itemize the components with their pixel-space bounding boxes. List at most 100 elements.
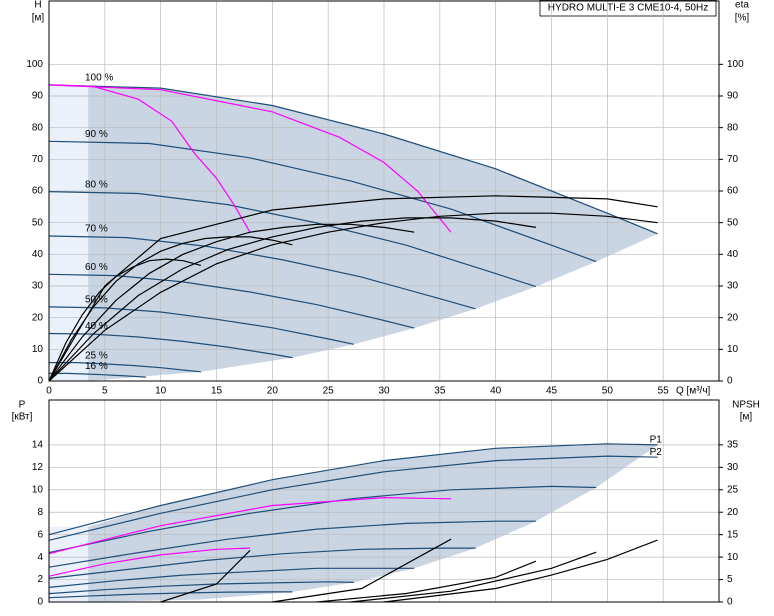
y2-tick-label: 0 <box>727 376 733 387</box>
curve <box>48 235 476 310</box>
x-tick-label: 15 <box>211 386 223 397</box>
y2-unit: [м] <box>740 412 753 423</box>
curve <box>160 549 251 603</box>
curve <box>48 496 452 555</box>
curve <box>48 191 537 288</box>
x-tick-label: 5 <box>102 386 108 397</box>
y2-tick-label: 40 <box>727 249 739 260</box>
curve <box>48 195 658 382</box>
y-tick-label: 4 <box>37 552 43 563</box>
curve <box>272 538 452 603</box>
curve <box>48 306 355 345</box>
y2-tick-label: 50 <box>727 217 739 228</box>
y2-tick-label: 60 <box>727 186 739 197</box>
y2-label: eta <box>735 0 749 11</box>
x-tick-label: 0 <box>46 386 52 397</box>
y-tick-label: 8 <box>37 507 43 518</box>
x-tick-label: 20 <box>267 386 279 397</box>
curve-label: 40 % <box>85 321 108 332</box>
y2-tick-label: 15 <box>727 529 739 540</box>
curve-label: 70 % <box>85 224 108 235</box>
y2-tick-label: 10 <box>727 344 739 355</box>
y2-unit: [%] <box>735 13 750 24</box>
curve <box>48 273 415 329</box>
curve-label: 16 % <box>85 361 108 372</box>
curve-label: P1 <box>650 435 663 446</box>
curve <box>48 212 658 382</box>
x-tick-label: 50 <box>602 386 614 397</box>
plot-frame <box>48 399 720 603</box>
curve <box>48 443 658 536</box>
y2-tick-label: 35 <box>727 440 739 451</box>
y-tick-label: 90 <box>32 91 44 102</box>
y2-tick-label: 5 <box>727 574 733 585</box>
y2-tick-label: 25 <box>727 484 739 495</box>
curve <box>48 547 251 577</box>
title-box <box>539 0 717 17</box>
curve-label: 60 % <box>85 262 108 273</box>
operating-region <box>88 85 658 381</box>
y2-tick-label: 10 <box>727 552 739 563</box>
curve-label: 25 % <box>85 350 108 361</box>
y2-tick-label: 30 <box>727 281 739 292</box>
curve-label: 90 % <box>85 129 108 140</box>
x-tick-label: 45 <box>546 386 558 397</box>
y-tick-label: 40 <box>32 249 44 260</box>
y-tick-label: 70 <box>32 154 44 165</box>
y-tick-label: 20 <box>32 312 44 323</box>
y2-tick-label: 80 <box>727 122 739 133</box>
y-tick-label: 14 <box>32 440 44 451</box>
y-tick-label: 6 <box>37 529 43 540</box>
curve <box>316 560 537 603</box>
x-tick-label: 40 <box>490 386 502 397</box>
curve <box>48 455 658 541</box>
curve <box>48 84 251 233</box>
curve <box>48 485 597 554</box>
y-tick-label: 100 <box>26 59 43 70</box>
x-tick-label: 10 <box>155 386 167 397</box>
y2-tick-label: 20 <box>727 312 739 323</box>
y-tick-label: 60 <box>32 186 44 197</box>
curve <box>48 258 202 382</box>
y-label: P <box>19 400 26 411</box>
curve <box>48 84 452 233</box>
y-tick-label: 10 <box>32 344 44 355</box>
curve-label: 80 % <box>85 179 108 190</box>
x-tick-label: 25 <box>323 386 335 397</box>
y-tick-label: 80 <box>32 122 44 133</box>
curve-label: P2 <box>650 447 663 458</box>
operating-region <box>88 443 658 602</box>
y-tick-label: 50 <box>32 217 44 228</box>
x-tick-label: 55 <box>658 386 670 397</box>
region-strip <box>49 85 89 382</box>
chart-title: HYDRO MULTI-E 3 CME10-4, 50Hz <box>548 3 708 14</box>
y-tick-label: 0 <box>37 597 43 608</box>
x-tick-label: 30 <box>378 386 390 397</box>
y2-tick-label: 70 <box>727 154 739 165</box>
y2-tick-label: 0 <box>727 597 733 608</box>
y-tick-label: 10 <box>32 484 44 495</box>
plot-frame <box>48 0 720 382</box>
curve <box>49 362 201 373</box>
curve <box>48 217 536 382</box>
y-tick-label: 0 <box>37 376 43 387</box>
y-tick-label: 30 <box>32 281 44 292</box>
curve <box>48 547 476 579</box>
curve <box>48 520 536 568</box>
x-label: Q [м³/ч] <box>676 386 711 397</box>
y2-tick-label: 30 <box>727 462 739 473</box>
y-unit: [кВт] <box>12 412 33 423</box>
curve <box>49 372 147 378</box>
curve <box>48 591 293 599</box>
curve <box>350 551 597 603</box>
y2-tick-label: 90 <box>727 91 739 102</box>
curve-label: 100 % <box>85 73 113 84</box>
y2-label: NPSH <box>732 400 760 411</box>
x-tick-label: 35 <box>434 386 446 397</box>
curve <box>48 140 597 263</box>
curve <box>48 84 658 235</box>
curve <box>383 539 658 603</box>
y2-tick-label: 20 <box>727 507 739 518</box>
y-tick-label: 2 <box>37 574 43 585</box>
curve <box>48 567 415 588</box>
